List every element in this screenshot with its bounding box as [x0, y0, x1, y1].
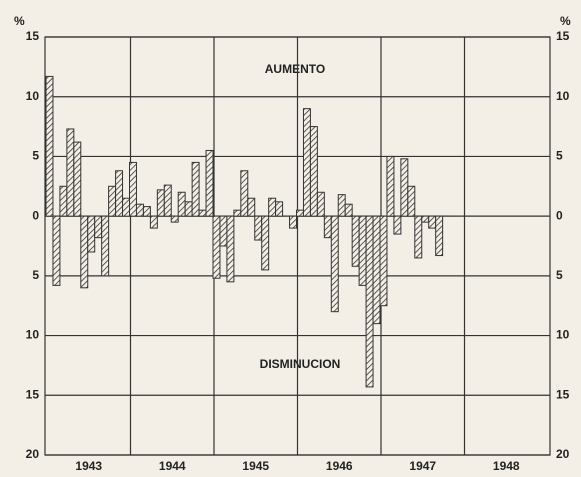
bar — [400, 158, 409, 217]
y-unit: % — [14, 14, 25, 28]
bar — [135, 203, 144, 217]
bar — [365, 215, 374, 388]
bar — [163, 184, 172, 217]
x-tick-label: 1947 — [409, 459, 436, 473]
bar — [226, 215, 235, 283]
y2-tick-label: 5 — [556, 149, 563, 163]
bar — [372, 215, 381, 325]
y-tick-label: 5 — [32, 268, 39, 282]
bar — [219, 215, 228, 247]
annotation: AUMENTO — [265, 62, 325, 76]
bar — [323, 215, 332, 239]
bar — [247, 197, 256, 217]
x-tick-label: 1946 — [326, 459, 353, 473]
y-tick-label: 10 — [26, 89, 40, 103]
x-tick-label: 1945 — [242, 459, 269, 473]
bar — [407, 185, 416, 217]
y2-unit: % — [560, 14, 571, 28]
bar — [316, 191, 325, 217]
bar — [108, 185, 117, 217]
bar — [191, 161, 200, 217]
bar — [358, 215, 367, 286]
bar — [421, 215, 430, 223]
bar — [142, 206, 151, 217]
bar — [170, 215, 179, 223]
bar — [177, 191, 186, 217]
x-tick-label: 1943 — [75, 459, 102, 473]
bar — [261, 215, 270, 271]
y2-tick-label: 15 — [556, 29, 570, 43]
bar — [59, 185, 68, 217]
y-tick-label: 5 — [32, 149, 39, 163]
bar — [198, 209, 207, 217]
y2-tick-label: 15 — [556, 387, 570, 401]
bar — [435, 215, 444, 257]
bar — [87, 215, 96, 253]
y-tick-label: 15 — [26, 29, 40, 43]
bar — [129, 161, 137, 217]
bar — [289, 215, 297, 229]
bar — [344, 203, 353, 217]
bar — [379, 215, 388, 307]
bar — [45, 75, 54, 217]
bar — [233, 209, 242, 217]
y2-tick-label: 20 — [556, 447, 570, 461]
y2-tick-label: 10 — [556, 328, 570, 342]
y2-tick-label: 10 — [556, 89, 570, 103]
bar — [351, 215, 360, 267]
bar — [115, 170, 124, 217]
bar — [212, 215, 221, 279]
y-tick-label: 0 — [32, 208, 39, 222]
bar — [309, 126, 318, 217]
bar — [275, 201, 284, 217]
bar — [101, 215, 110, 277]
bar — [73, 141, 82, 217]
bar — [296, 209, 304, 217]
bar — [337, 194, 346, 217]
y2-tick-label: 5 — [556, 268, 563, 282]
bar — [156, 189, 165, 217]
bar — [428, 215, 437, 229]
bar — [149, 215, 158, 229]
y2-tick-label: 0 — [556, 208, 563, 222]
bar — [184, 201, 193, 217]
bar — [414, 215, 423, 259]
y-tick-label: 15 — [26, 387, 40, 401]
bar — [268, 197, 277, 217]
bar — [94, 215, 103, 239]
bar — [205, 149, 214, 217]
bar — [386, 155, 395, 217]
x-tick-label: 1944 — [159, 459, 186, 473]
bar — [393, 215, 402, 235]
bar — [66, 128, 75, 217]
bar — [254, 215, 263, 241]
y-tick-label: 20 — [26, 447, 40, 461]
bar — [52, 215, 61, 286]
bar — [122, 197, 130, 217]
bar — [302, 108, 311, 217]
bar — [80, 215, 89, 289]
annotation: DISMINUCION — [260, 357, 341, 371]
y-tick-label: 10 — [26, 328, 40, 342]
x-tick-label: 1948 — [493, 459, 520, 473]
bar — [240, 170, 249, 217]
bar — [330, 215, 339, 313]
